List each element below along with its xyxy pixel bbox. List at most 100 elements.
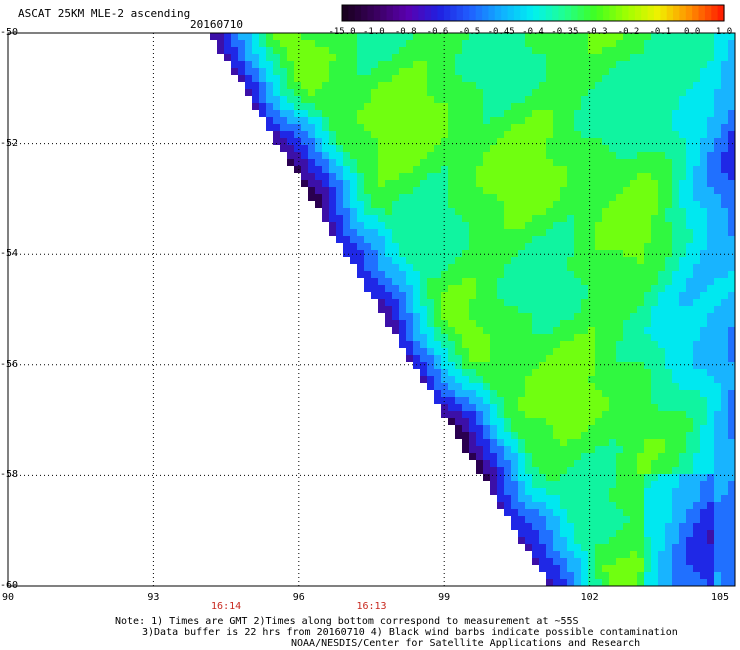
swath-cell xyxy=(623,61,630,68)
swath-cell xyxy=(553,495,560,502)
swath-cell xyxy=(665,264,672,271)
swath-cell xyxy=(637,236,644,243)
swath-cell xyxy=(434,61,441,68)
swath-cell xyxy=(371,68,378,75)
swath-cell xyxy=(280,96,287,103)
swath-cell xyxy=(343,61,350,68)
swath-cell xyxy=(707,110,714,117)
swath-cell xyxy=(686,257,693,264)
swath-cell xyxy=(357,75,364,82)
swath-cell xyxy=(490,229,497,236)
swath-cell xyxy=(448,61,455,68)
swath-cell xyxy=(427,194,434,201)
swath-cell xyxy=(301,61,308,68)
swath-cell xyxy=(602,544,609,551)
swath-cell xyxy=(462,138,469,145)
swath-cell xyxy=(504,397,511,404)
swath-cell xyxy=(273,89,280,96)
swath-cell xyxy=(441,236,448,243)
swath-cell xyxy=(329,82,336,89)
swath-cell xyxy=(476,152,483,159)
lat-label: -54 xyxy=(0,248,19,260)
swath-cell xyxy=(539,54,546,61)
swath-cell xyxy=(350,208,357,215)
swath-cell xyxy=(504,152,511,159)
swath-cell xyxy=(497,201,504,208)
swath-cell xyxy=(273,96,280,103)
swath-cell xyxy=(462,418,469,425)
swath-cell xyxy=(441,299,448,306)
swath-cell xyxy=(637,243,644,250)
swath-cell xyxy=(553,348,560,355)
swath-cell xyxy=(658,544,665,551)
swath-cell xyxy=(644,502,651,509)
swath-cell xyxy=(728,383,735,390)
swath-cell xyxy=(259,82,266,89)
swath-cell xyxy=(651,425,658,432)
swath-cell xyxy=(553,467,560,474)
swath-cell xyxy=(651,334,658,341)
swath-cell xyxy=(567,215,574,222)
swath-cell xyxy=(665,124,672,131)
swath-cell xyxy=(448,201,455,208)
swath-cell xyxy=(609,40,616,47)
swath-cell xyxy=(525,411,532,418)
swath-cell xyxy=(588,530,595,537)
swath-cell xyxy=(567,523,574,530)
swath-cell xyxy=(574,180,581,187)
swath-cell xyxy=(623,558,630,565)
swath-cell xyxy=(336,187,343,194)
swath-cell xyxy=(546,565,553,572)
swath-cell xyxy=(546,404,553,411)
swath-cell xyxy=(413,173,420,180)
swath-cell xyxy=(651,180,658,187)
swath-cell xyxy=(462,89,469,96)
swath-cell xyxy=(518,194,525,201)
swath-cell xyxy=(686,474,693,481)
swath-cell xyxy=(658,425,665,432)
swath-cell xyxy=(217,40,224,47)
swath-cell xyxy=(336,33,343,40)
swath-cell xyxy=(644,306,651,313)
swath-cell xyxy=(574,257,581,264)
swath-cell xyxy=(364,82,371,89)
swath-cell xyxy=(420,348,427,355)
swath-cell xyxy=(651,201,658,208)
swath-cell xyxy=(462,299,469,306)
lon-label: 96 xyxy=(292,592,305,603)
swath-cell xyxy=(553,61,560,68)
swath-cell xyxy=(714,523,721,530)
swath-cell xyxy=(504,264,511,271)
swath-cell xyxy=(469,54,476,61)
swath-cell xyxy=(658,502,665,509)
swath-cell xyxy=(707,138,714,145)
swath-cell xyxy=(609,208,616,215)
swath-cell xyxy=(266,124,273,131)
swath-cell xyxy=(581,488,588,495)
swath-cell xyxy=(637,544,644,551)
swath-cell xyxy=(343,173,350,180)
swath-cell xyxy=(462,278,469,285)
swath-cell xyxy=(658,418,665,425)
swath-cell xyxy=(525,418,532,425)
swath-cell xyxy=(546,411,553,418)
swath-cell xyxy=(623,334,630,341)
swath-cell xyxy=(308,131,315,138)
swath-cell xyxy=(595,145,602,152)
swath-cell xyxy=(539,187,546,194)
swath-cell xyxy=(427,229,434,236)
swath-cell xyxy=(574,194,581,201)
swath-cell xyxy=(420,138,427,145)
swath-cell xyxy=(630,278,637,285)
swath-cell xyxy=(518,383,525,390)
swath-cell xyxy=(609,131,616,138)
swath-cell xyxy=(630,75,637,82)
swath-cell xyxy=(497,110,504,117)
swath-cell xyxy=(413,327,420,334)
swath-cell xyxy=(329,103,336,110)
swath-cell xyxy=(539,537,546,544)
swath-cell xyxy=(532,138,539,145)
swath-cell xyxy=(553,320,560,327)
swath-cell xyxy=(525,327,532,334)
swath-cell xyxy=(728,425,735,432)
